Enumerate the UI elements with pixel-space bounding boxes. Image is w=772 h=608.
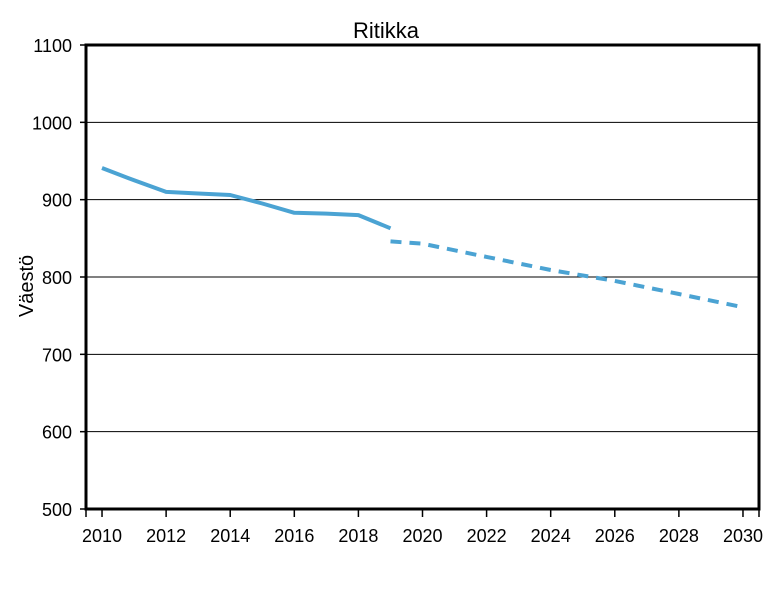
x-tick-label: 2028 bbox=[659, 526, 699, 546]
x-tick-label: 2024 bbox=[531, 526, 571, 546]
forecast-series-line bbox=[390, 239, 744, 310]
observed-series-line bbox=[101, 166, 392, 231]
y-tick-label: 900 bbox=[42, 191, 72, 211]
x-tick-label: 2012 bbox=[146, 526, 186, 546]
y-tick-label: 700 bbox=[42, 345, 72, 365]
y-tick-label: 800 bbox=[42, 268, 72, 288]
x-tick-label: 2018 bbox=[338, 526, 378, 546]
series-lines bbox=[101, 166, 744, 310]
gridlines bbox=[86, 121, 759, 433]
y-tick-label: 1000 bbox=[32, 113, 72, 133]
y-tick-label: 1100 bbox=[33, 36, 72, 56]
x-tick-label: 2022 bbox=[467, 526, 507, 546]
axis-ticks: 500 600 700 800 900 1000 1100 2010 2012 2014 2016 2… bbox=[32, 36, 763, 546]
y-tick-label: 600 bbox=[42, 423, 72, 443]
x-tick-label: 2016 bbox=[274, 526, 314, 546]
x-tick-label: 2020 bbox=[402, 526, 442, 546]
x-tick-label: 2030 bbox=[723, 526, 763, 546]
x-tick-label: 2014 bbox=[210, 526, 250, 546]
y-axis-title: Väestö bbox=[16, 255, 38, 317]
chart-title: Ritikka bbox=[353, 18, 420, 43]
y-tick-label: 500 bbox=[42, 500, 72, 520]
x-tick-label: 2026 bbox=[595, 526, 635, 546]
x-tick-label: 2010 bbox=[82, 526, 122, 546]
